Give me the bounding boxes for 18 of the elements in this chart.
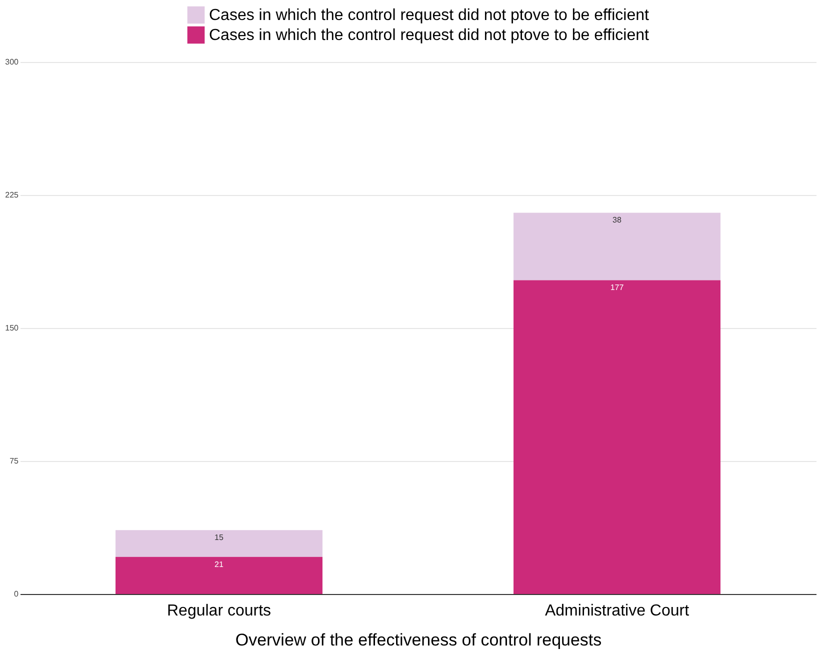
x-axis-title: Overview of the effectiveness of control requests: [235, 630, 602, 650]
bar: [514, 212, 720, 280]
bar: [116, 556, 322, 594]
legend-label: Cases in which the control request did not ptove to be efficient: [209, 7, 650, 24]
data-label: 177: [610, 283, 624, 292]
data-label: 38: [612, 216, 622, 225]
y-tick-label: 225: [5, 190, 20, 200]
data-label: 15: [214, 533, 224, 542]
y-tick-label: 300: [5, 58, 20, 66]
data-label: 21: [214, 560, 224, 569]
bar: [116, 530, 322, 557]
legend-label: Cases in which the control request did not ptove to be efficient: [209, 27, 650, 44]
y-tick-label: 0: [14, 590, 20, 598]
y-tick-label: 150: [5, 324, 20, 332]
bar: [514, 280, 720, 594]
x-tick-label: Administrative Court: [544, 602, 690, 620]
x-tick-label: Regular courts: [166, 602, 272, 620]
y-tick-label: 75: [10, 456, 20, 466]
